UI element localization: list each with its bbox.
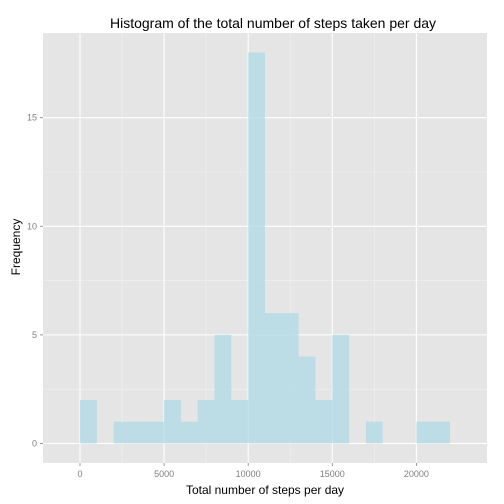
x-axis-label: Total number of steps per day <box>186 483 344 497</box>
histogram-bar <box>214 334 232 444</box>
y-tick-label: 10 <box>27 221 37 231</box>
chart-title: Histogram of the total number of steps t… <box>110 15 436 31</box>
histogram-bar <box>80 400 97 444</box>
histogram-bar <box>281 313 299 444</box>
histogram-bar <box>130 421 148 444</box>
histogram-bar <box>197 400 215 444</box>
x-tick-label: 5000 <box>154 469 174 479</box>
x-axis-ticks: 0 5000 10000 15000 20000 <box>77 463 429 479</box>
x-tick-label: 20000 <box>404 469 429 479</box>
histogram-bar <box>248 52 265 444</box>
histogram-bar <box>147 421 165 444</box>
histogram-bar <box>365 421 383 444</box>
y-tick-label: 5 <box>32 330 37 340</box>
y-tick-label: 0 <box>32 438 37 448</box>
histogram-bar <box>315 400 333 444</box>
histogram-bar <box>164 400 181 444</box>
histogram-bar <box>265 313 282 444</box>
x-tick-label: 0 <box>77 469 82 479</box>
histogram-bar <box>433 421 450 444</box>
histogram-bar <box>180 421 198 444</box>
histogram-bars <box>80 52 450 444</box>
histogram-bar <box>231 400 249 444</box>
histogram-bar <box>113 421 131 444</box>
y-axis-label: Frequency <box>9 219 23 276</box>
x-tick-label: 10000 <box>236 469 261 479</box>
histogram-bar <box>332 334 350 444</box>
y-axis-ticks: 0 5 10 15 <box>27 113 43 448</box>
y-tick-label: 15 <box>27 113 37 123</box>
histogram-bar <box>298 356 316 444</box>
histogram-bar <box>416 421 434 444</box>
x-tick-label: 15000 <box>320 469 345 479</box>
